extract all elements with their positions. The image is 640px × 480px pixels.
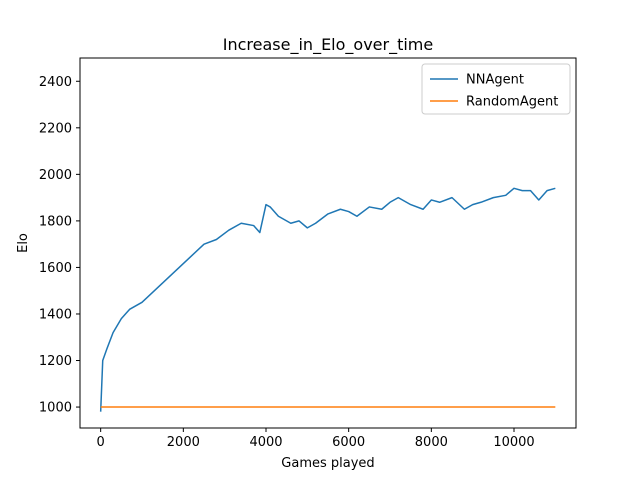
y-tick-label: 2200: [39, 121, 72, 136]
series-line-nnagent: [99, 187, 556, 412]
legend-label: NNAgent: [466, 73, 524, 88]
axes-frame: [79, 57, 577, 429]
x-tick-label: 8000: [415, 435, 448, 450]
chart-title: Increase_in_Elo_over_time: [223, 35, 433, 55]
y-tick-label: 2000: [39, 168, 72, 183]
y-tick-label: 1800: [39, 214, 72, 229]
y-tick-label: 1400: [39, 307, 72, 322]
legend: NNAgent RandomAgent: [421, 63, 571, 115]
y-axis-title: Elo: [16, 233, 31, 253]
y-tick-label: 2400: [39, 75, 72, 90]
y-axis: 1000 1200 1400 1600 1800 2000 2200 2400: [39, 75, 80, 416]
legend-box: [421, 63, 571, 115]
x-axis: 0 2000 4000 6000 8000 10000: [97, 428, 535, 450]
y-tick-label: 1600: [39, 261, 72, 276]
x-tick-label: 6000: [332, 435, 365, 450]
y-tick-label: 1200: [39, 354, 72, 369]
x-tick-label: 0: [97, 435, 105, 450]
legend-label: RandomAgent: [466, 95, 558, 110]
x-tick-label: 4000: [249, 435, 282, 450]
y-tick-label: 1000: [39, 401, 72, 416]
x-tick-label: 10000: [493, 435, 534, 450]
series-layer: [99, 187, 556, 412]
x-axis-title: Games played: [281, 456, 374, 471]
x-tick-label: 2000: [167, 435, 200, 450]
